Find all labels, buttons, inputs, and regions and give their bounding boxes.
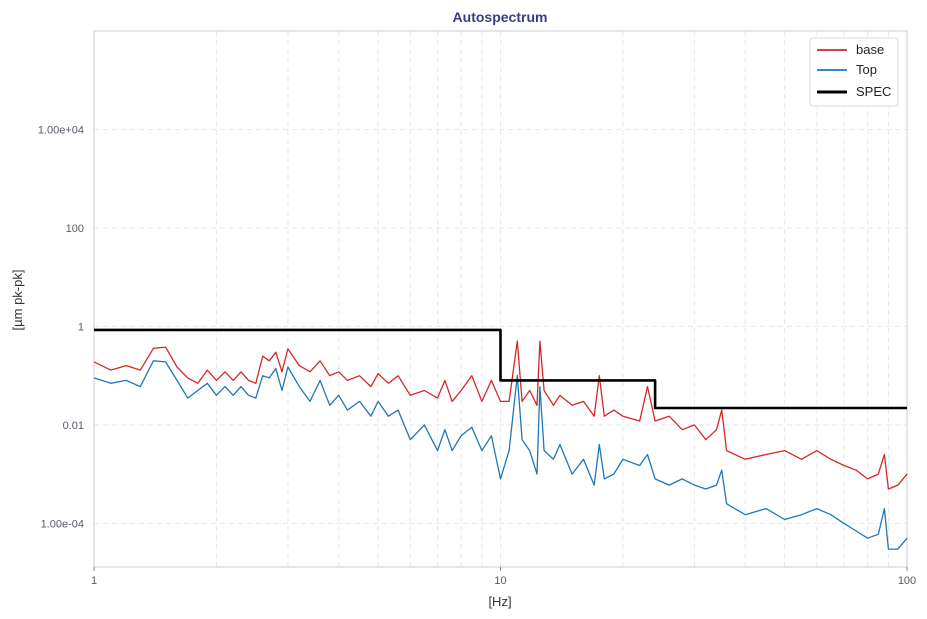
legend-label-spec: SPEC [856,84,891,99]
legend-label-base: base [856,42,884,57]
series-layer [93,328,908,550]
series-line-base [93,340,908,490]
y-axis-label: [µm pk-pk] [10,270,25,331]
x-axis-label: [Hz] [488,594,511,609]
x-tick-label: 100 [898,575,916,587]
legend: base Top SPEC [809,37,899,107]
y-tick-label: 1.00e+04 [38,124,84,136]
y-tick-label: 100 [66,223,84,235]
x-tick-label: 10 [494,575,506,587]
legend-box [809,37,899,107]
axis-ticks: 1 10 100 1.00e-04 0.01 1 100 1.00e+04 [38,124,916,587]
legend-label-top: Top [856,62,877,77]
grid-lines [94,31,907,567]
y-tick-label: 0.01 [63,420,84,432]
y-tick-label: 1 [78,321,84,333]
series-line-top [93,360,908,550]
x-tick-label: 1 [91,575,97,587]
plot-area-frame [93,30,908,568]
series-line-spec [94,328,907,410]
y-tick-label: 1.00e-04 [41,518,84,530]
chart-title: Autospectrum [453,9,548,25]
